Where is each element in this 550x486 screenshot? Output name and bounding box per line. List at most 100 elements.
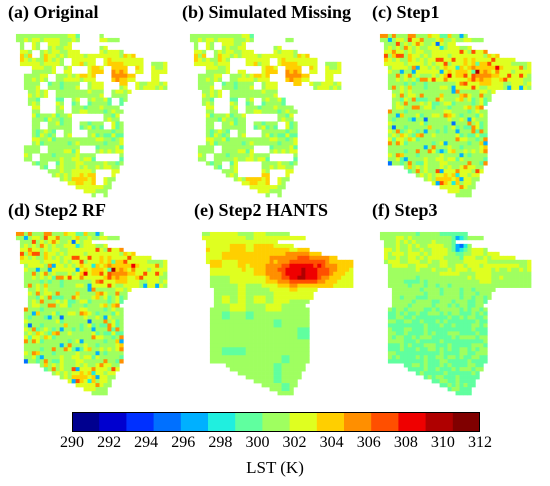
map-pixel — [63, 153, 68, 158]
map-pixel — [233, 77, 238, 82]
map-pixel — [265, 73, 270, 79]
map-pixel — [431, 239, 436, 245]
map-pixel — [107, 283, 112, 288]
map-pixel — [59, 251, 64, 257]
map-pixel — [111, 165, 116, 170]
map-pixel — [447, 81, 452, 86]
map-pixel — [423, 177, 428, 182]
map-pixel — [253, 61, 258, 67]
map-pixel — [495, 251, 500, 257]
map-pixel — [63, 323, 68, 328]
map-pixel — [39, 247, 45, 253]
map-pixel — [293, 319, 298, 324]
map-pixel — [209, 323, 215, 328]
map-pixel — [491, 287, 496, 292]
map-pixel — [403, 45, 409, 51]
map-pixel — [495, 263, 500, 269]
map-pixel — [395, 157, 401, 162]
map-pixel — [31, 255, 37, 261]
map-pixel — [399, 41, 405, 47]
map-pixel — [213, 287, 219, 292]
map-pixel — [253, 311, 258, 316]
map-pixel — [391, 113, 397, 118]
map-pixel — [51, 153, 57, 158]
map-pixel — [459, 49, 464, 55]
map-pixel — [71, 231, 76, 237]
map-pixel — [281, 53, 286, 59]
map-pixel — [59, 57, 64, 63]
map-pixel — [75, 109, 80, 114]
map-pixel — [415, 307, 421, 312]
map-pixel — [63, 149, 68, 154]
map-pixel — [233, 295, 239, 300]
map-pixel — [111, 315, 116, 320]
map-pixel — [229, 109, 235, 114]
map-pixel — [265, 271, 270, 277]
map-pixel — [391, 101, 397, 106]
map-pixel — [265, 255, 270, 261]
map-pixel — [115, 61, 120, 67]
map-pixel — [27, 323, 33, 328]
map-pixel — [91, 101, 96, 106]
map-pixel — [217, 347, 223, 352]
map-pixel — [293, 267, 298, 273]
map-pixel — [87, 367, 92, 372]
map-pixel — [427, 81, 432, 86]
map-pixel — [67, 165, 72, 170]
map-pixel — [91, 339, 96, 344]
map-pixel — [119, 315, 124, 320]
map-pixel — [27, 347, 33, 352]
map-pixel — [435, 137, 440, 142]
map-pixel — [293, 379, 298, 384]
map-pixel — [439, 235, 444, 241]
map-pixel — [233, 157, 238, 162]
map-pixel — [155, 69, 160, 75]
map-pixel — [193, 41, 199, 47]
map-pixel — [423, 73, 428, 79]
map-pixel — [337, 283, 342, 288]
map-pixel — [419, 49, 425, 55]
map-pixel — [415, 81, 421, 86]
map-pixel — [249, 343, 254, 348]
map-pixel — [75, 177, 80, 182]
map-pixel — [59, 247, 64, 253]
map-pixel — [419, 267, 425, 273]
map-pixel — [79, 251, 84, 257]
map-pixel — [387, 243, 393, 249]
map-pixel — [523, 279, 528, 284]
map-pixel — [119, 133, 124, 138]
map-pixel — [321, 263, 326, 269]
map-pixel — [245, 109, 250, 114]
map-pixel — [435, 271, 440, 277]
map-pixel — [111, 279, 116, 284]
map-pixel — [495, 271, 500, 277]
map-pixel — [289, 327, 294, 332]
map-pixel — [71, 339, 76, 344]
map-pixel — [139, 81, 144, 86]
map-pixel — [253, 73, 258, 79]
map-pixel — [277, 105, 282, 110]
map-pixel — [391, 37, 397, 43]
map-pixel — [395, 97, 401, 102]
map-pixel — [467, 53, 472, 59]
map-pixel — [135, 81, 140, 86]
map-pixel — [99, 255, 104, 261]
map-pixel — [423, 169, 428, 174]
map-pixel — [483, 145, 488, 150]
map-pixel — [201, 149, 207, 154]
map-pixel — [447, 137, 452, 142]
map-pixel — [43, 33, 49, 39]
map-pixel — [103, 375, 108, 380]
map-pixel — [471, 153, 476, 158]
map-pixel — [285, 145, 290, 150]
map-pixel — [277, 319, 282, 324]
map-pixel — [475, 65, 480, 71]
map-pixel — [499, 271, 504, 277]
map-pixel — [39, 291, 45, 296]
map-pixel — [261, 69, 266, 75]
map-pixel — [415, 169, 421, 174]
map-pixel — [27, 307, 33, 312]
map-pixel — [221, 335, 227, 340]
map-pixel — [233, 267, 239, 273]
map-pixel — [79, 363, 84, 368]
